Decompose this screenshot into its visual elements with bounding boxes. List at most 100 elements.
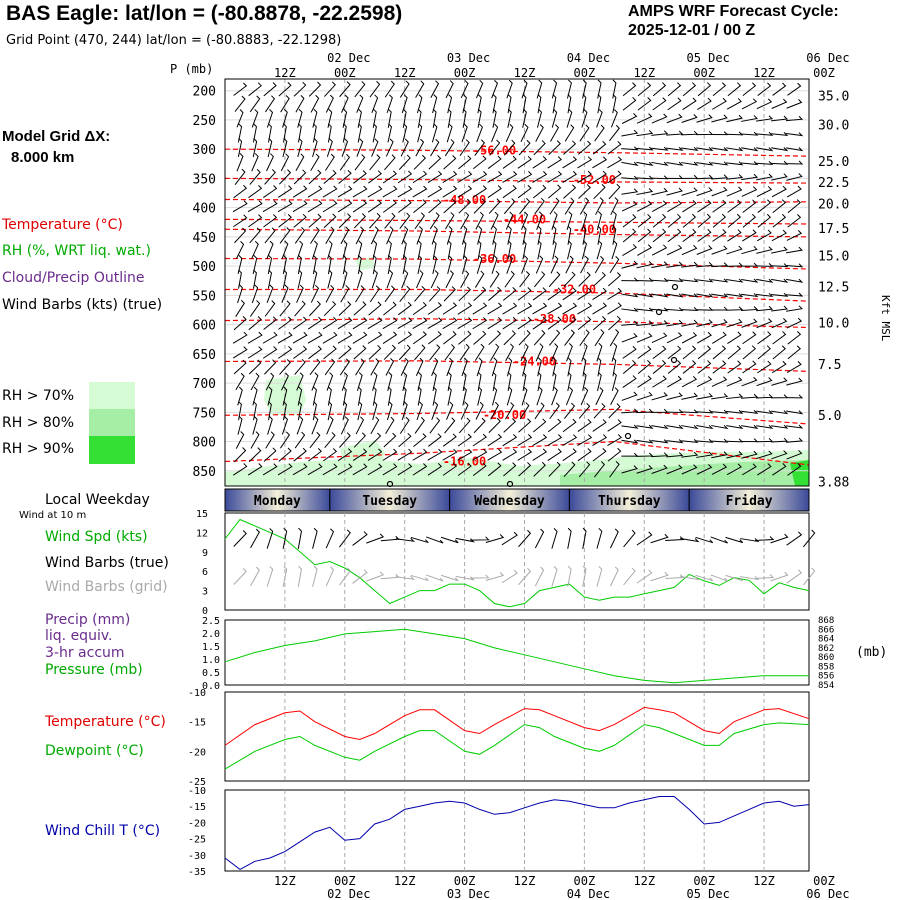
wind-barb <box>593 403 606 419</box>
wind-barb <box>324 432 336 449</box>
wind-barb <box>322 316 338 330</box>
wind-barb <box>581 108 588 128</box>
wind-barb <box>562 448 577 462</box>
wind-barb <box>667 97 682 111</box>
wind-barb <box>400 138 409 157</box>
wind-barb <box>594 255 605 274</box>
wind-barb <box>402 108 407 128</box>
wind-barb <box>786 99 803 109</box>
temp-tick-label: -25 <box>188 777 206 788</box>
wind-barb <box>682 228 697 243</box>
wind-barb <box>651 244 668 256</box>
wind-barb <box>581 211 588 231</box>
wind-barb <box>567 240 572 260</box>
wind-barb <box>473 330 487 345</box>
wind-barb <box>352 331 368 344</box>
wind-barb <box>489 139 501 156</box>
wind-barb <box>611 371 617 391</box>
top-hour-label: 00Z <box>334 66 356 80</box>
wind-barb <box>446 123 453 143</box>
wind-barb <box>607 140 622 155</box>
wind-barb <box>327 269 333 289</box>
wind-barb <box>472 462 487 477</box>
wind-barb-grid <box>518 567 532 586</box>
wind-barb <box>443 330 457 345</box>
wind-barb <box>741 393 759 399</box>
wind-barb <box>771 132 789 137</box>
wind-barb <box>548 140 561 156</box>
precip-panel-frame <box>224 619 810 686</box>
wind-barb <box>457 185 473 198</box>
wind-barb <box>534 197 545 215</box>
wind-barb <box>372 123 377 143</box>
wind-barb <box>535 255 544 274</box>
wind-barb <box>457 317 473 330</box>
wind-barb <box>565 386 574 406</box>
wind-barb <box>608 403 621 419</box>
wind-barb <box>607 170 622 184</box>
wind-barb <box>325 153 335 171</box>
isotherm-line <box>224 198 810 204</box>
wind-barb <box>477 94 482 114</box>
wind-barb <box>592 419 607 432</box>
wind-barb <box>712 199 727 213</box>
wind-barb <box>612 357 617 377</box>
wind-barb <box>431 123 438 143</box>
wind-barb <box>667 82 682 97</box>
wind-barb <box>547 418 562 433</box>
wind-barb <box>488 286 502 301</box>
wind-barb <box>622 359 637 374</box>
wind-barb <box>412 301 427 316</box>
kft-tick-label: 7.5 <box>818 358 841 373</box>
isotherm-line <box>224 257 810 270</box>
wind-barb <box>696 114 713 123</box>
isotherm-line <box>224 218 810 225</box>
wind-barb <box>711 393 729 400</box>
wind-barb <box>444 344 456 361</box>
wind-barb <box>234 95 246 112</box>
wind-barb <box>353 213 366 229</box>
wind-barb <box>293 81 307 97</box>
wind-barb <box>682 213 697 228</box>
wind-barb <box>327 254 332 275</box>
wind-barb <box>771 305 789 312</box>
wind-barb <box>741 463 757 476</box>
top-hour-label: 00Z <box>813 66 835 80</box>
wind-barb <box>597 94 602 114</box>
wind-barb <box>337 316 353 330</box>
wind-barb <box>312 386 317 406</box>
wind-barb <box>234 227 247 244</box>
wind-barb <box>547 448 562 461</box>
wind-barb <box>727 213 742 228</box>
wind-barb <box>457 462 472 476</box>
wind-barb <box>489 270 500 288</box>
wind-barb <box>771 318 788 329</box>
wind-barb <box>621 188 639 195</box>
wind-barb <box>356 372 363 391</box>
wind-barb-true <box>695 536 714 544</box>
wind-barb <box>652 375 667 388</box>
wind-barb <box>267 269 273 289</box>
wind-barb <box>609 460 620 478</box>
wind-barb <box>342 123 347 143</box>
wind-barb <box>236 109 244 128</box>
wind-barb <box>771 98 788 109</box>
wind-barb <box>651 332 668 344</box>
wind-barb <box>651 161 669 166</box>
wind-barb <box>711 114 728 123</box>
wind-barb <box>757 213 772 228</box>
wind-barb <box>592 156 608 169</box>
legend-temperature: Temperature (°C) <box>2 217 123 233</box>
wind-barb <box>666 307 684 312</box>
wind-barb <box>296 284 304 303</box>
wind-barb <box>398 154 411 170</box>
wind-barb <box>756 186 773 198</box>
wind-barb <box>310 94 320 113</box>
wind-barb <box>341 138 349 157</box>
wind-barb <box>238 269 242 289</box>
wind-barb <box>355 226 365 245</box>
wind-barb-true <box>567 527 572 549</box>
wind-barb <box>384 154 396 171</box>
wind-barb <box>637 213 652 228</box>
wind-barb <box>786 132 804 137</box>
